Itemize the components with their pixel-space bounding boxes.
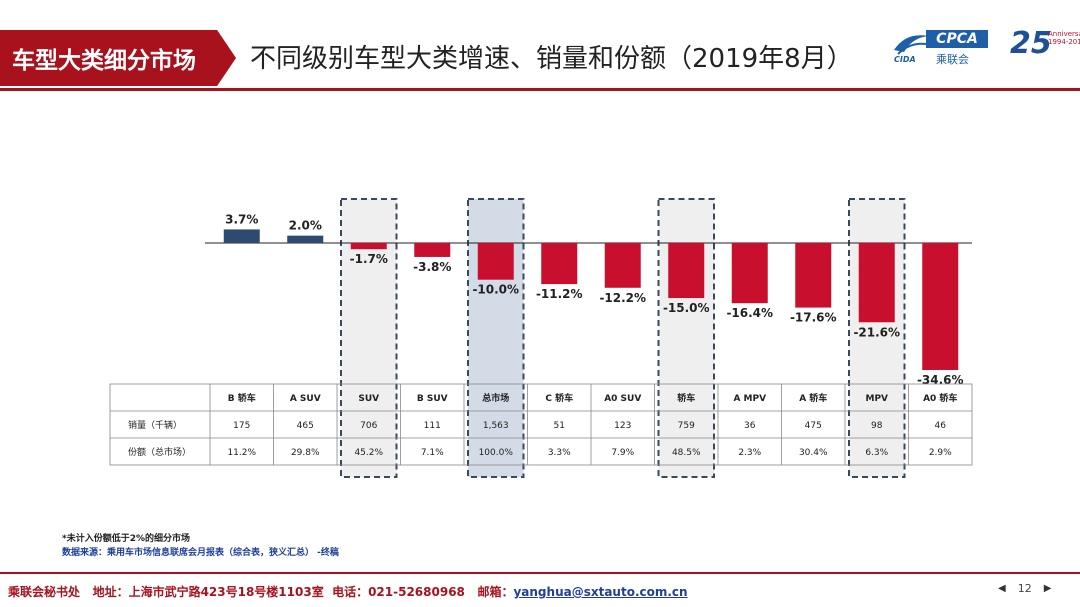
bar [731,243,768,304]
category-label: C 轿车 [545,392,573,404]
footnote-source: 数据来源：乘用车市场信息联席会月报表（综合表，狭义汇总） -终稿 [62,548,339,558]
bar-value-label: 2.0% [289,219,322,233]
footer-phone: 电话：021-52680968 [332,585,465,599]
cida-wordmark: CIDA [894,55,916,64]
bar [604,243,641,288]
share-cell: 11.2% [227,448,256,458]
category-label: A SUV [290,394,321,404]
category-label: A0 SUV [604,394,641,404]
bar-value-label: -21.6% [853,325,900,339]
share-cell: 7.1% [421,448,444,458]
section-tab: 车型大类细分市场 [0,30,236,86]
bar-value-label: -11.2% [536,287,583,301]
bar [795,243,832,308]
sales-cell: 36 [744,421,756,431]
bar [668,243,705,299]
table-row-label: 份额（总市场） [128,446,191,458]
footer-email-label: 邮箱： [477,585,514,599]
share-cell: 29.8% [291,448,320,458]
bar-value-label: -3.8% [413,260,451,274]
footer-contact: 乘联会秘书处 地址：上海市武宁路423号18号楼1103室 电话：021-526… [8,583,688,600]
bar [858,243,895,323]
page-title: 不同级别车型大类增速、销量和份额（2019年8月） [250,44,853,74]
share-cell: 30.4% [799,448,828,458]
anniversary-line1: Anniversary [1048,30,1080,38]
share-cell: 2.9% [929,448,952,458]
sales-cell: 1,563 [483,421,509,431]
bar-value-label: -12.2% [599,291,646,305]
cpca-swirl-icon [894,35,928,55]
sales-cell: 759 [678,421,695,431]
anniversary-number: 25 [1010,26,1052,61]
share-cell: 48.5% [672,448,701,458]
bar [287,235,324,243]
bar [350,243,387,250]
table-border [109,383,973,466]
prev-page-icon[interactable]: ◀ [998,583,1006,594]
footer-address: 地址：上海市武宁路423号18号楼1103室 [92,585,324,599]
cpca-wordmark: CPCA [926,30,988,48]
share-cell: 45.2% [354,448,383,458]
page-number: 12 [1017,582,1032,595]
highlight-box [340,198,398,478]
sales-cell: 98 [871,421,883,431]
sales-cell: 465 [297,421,314,431]
header-divider [0,88,1080,91]
bar-value-label: -16.4% [726,306,773,320]
bar-value-label: 3.7% [225,212,258,226]
highlight-box [657,198,715,478]
footer-email-link[interactable]: yanghua@sxtauto.com.cn [513,585,688,599]
bar-value-label: -15.0% [663,301,710,315]
sales-cell: 51 [554,421,565,431]
bar [223,229,260,243]
bar-value-label: -10.0% [472,283,519,297]
share-cell: 6.3% [865,448,888,458]
sales-cell: 475 [805,421,822,431]
category-label: 轿车 [677,392,695,404]
category-label: SUV [358,394,379,404]
category-label: A0 轿车 [923,392,957,404]
footnote-share: *未计入份额低于2%的细分市场 [62,534,190,544]
bar-value-label: -34.6% [917,373,964,387]
category-label: MPV [865,394,888,404]
bar [922,243,959,370]
share-cell: 100.0% [479,448,514,458]
page-nav: ◀ 12 ▶ [998,582,1051,595]
sales-cell: 46 [935,421,947,431]
category-label: 总市场 [482,392,509,404]
cpca-logo: CPCA 乘联会 CIDA [892,24,1002,68]
category-label: A MPV [733,394,766,404]
footer-divider [0,572,1080,574]
highlight-box [467,198,525,478]
bar-value-label: -17.6% [790,311,837,325]
sales-cell: 123 [614,421,631,431]
category-label: A 轿车 [799,392,827,404]
section-title: 车型大类细分市场 [12,48,196,74]
cpca-chinese-name: 乘联会 [936,53,969,66]
share-cell: 2.3% [738,448,761,458]
sales-cell: 706 [360,421,377,431]
share-cell: 3.3% [548,448,571,458]
category-label: B SUV [417,394,448,404]
bar [414,243,451,257]
anniversary-text: Anniversary 1994-2019 [1048,30,1080,46]
footer-org: 乘联会秘书处 [8,585,81,599]
bar [477,243,514,280]
category-label: B 轿车 [228,392,256,404]
next-page-icon[interactable]: ▶ [1043,583,1052,594]
bar-value-label: -1.7% [350,252,388,266]
bar [541,243,578,285]
share-cell: 7.9% [611,448,634,458]
sales-cell: 175 [233,421,250,431]
table-row-label: 销量（千辆） [128,419,182,431]
sales-cell: 111 [424,421,441,431]
anniversary-line2: 1994-2019 [1048,38,1080,46]
anniversary-logo: 25 Anniversary 1994-2019 [1006,24,1080,68]
